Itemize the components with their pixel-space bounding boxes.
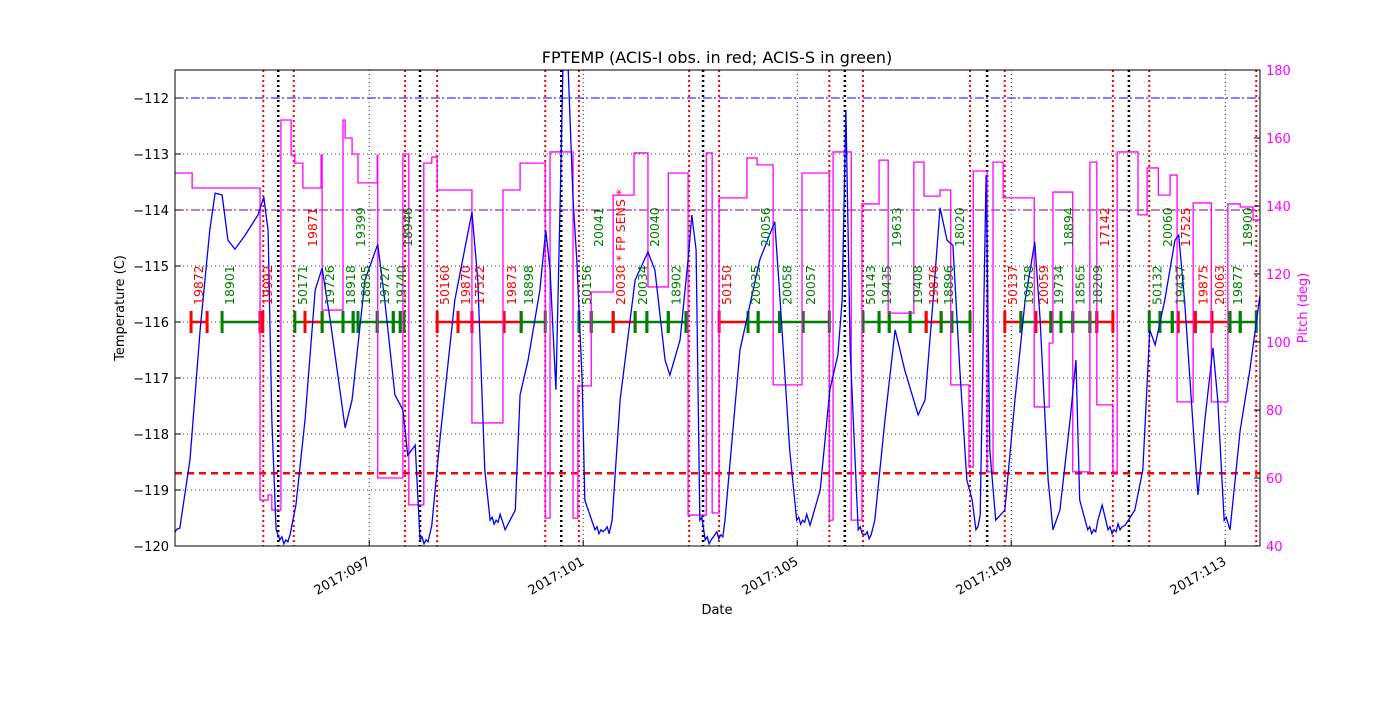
obsid-label: 17525 (1178, 207, 1193, 247)
y-tick-label: −112 (133, 92, 169, 107)
obsid-label: 50143 (863, 265, 878, 305)
obsid-label: 19633 (889, 207, 904, 247)
obsid-label: 19875 (1195, 265, 1210, 305)
obsid-label: 20059 (1036, 265, 1051, 305)
y2-tick-label: 120 (1266, 268, 1291, 283)
obsid-label: 19727 (377, 265, 392, 305)
obsid-label: 18565 (1073, 265, 1088, 305)
y2-tick-label: 180 (1266, 64, 1291, 79)
y-tick-label: −119 (133, 484, 169, 499)
y2-tick-label: 60 (1266, 472, 1283, 487)
obsid-label: 20060 (1160, 207, 1175, 247)
obsid-label: 19437 (1172, 265, 1187, 305)
obsid-label: 19399 (353, 207, 368, 247)
obsid-label: 18896 (941, 265, 956, 305)
obsid-label: 20034 (635, 265, 650, 305)
obsid-label: 19872 (191, 265, 206, 305)
obsid-label: 18898 (521, 265, 536, 305)
x-tick-label: 2017:105 (740, 554, 801, 598)
y-tick-label: −114 (133, 204, 169, 219)
obsid-label: 18946 (400, 207, 415, 247)
obsid-label: 19726 (322, 265, 337, 305)
obsid-label: 18894 (1061, 207, 1076, 247)
y2-tick-label: 160 (1266, 132, 1291, 147)
obsid-label: 20040 (647, 207, 662, 247)
observation-labels: 19872 18901 19992 50171 19871 19726 18918 19399… (191, 189, 1255, 305)
obsid-label: 50160 (437, 265, 452, 305)
y2-tick-label: 140 (1266, 200, 1291, 215)
y2-axis-label: Pitch (deg) (1296, 273, 1311, 343)
pitch-line (175, 119, 1260, 521)
obsid-label: 19871 (305, 207, 320, 247)
obsid-label: 20041 (591, 207, 606, 247)
y2-tick-label: 80 (1266, 404, 1283, 419)
x-tick-label: 2017:101 (526, 554, 587, 598)
obsid-label: 18901 (222, 265, 237, 305)
temperature-line (175, 70, 1260, 546)
y-axis-label: Temperature (C) (113, 255, 128, 362)
obsid-label: 18209 (1090, 265, 1105, 305)
obsid-label: 20030 * FP SENS * (613, 189, 628, 305)
obsid-label: 18918 (343, 265, 358, 305)
x-tick-label: 2017:113 (1168, 554, 1229, 598)
obsid-label: 19878 (1021, 265, 1036, 305)
obsid-label: 20057 (803, 265, 818, 305)
obsid-label: 19877 (1230, 265, 1245, 305)
y-tick-label: −116 (133, 316, 169, 331)
obsid-label: 50137 (1005, 265, 1020, 305)
obsid-label: 19992 (260, 265, 275, 305)
obsid-label: 20063 (1212, 265, 1227, 305)
y2-tick-label: 100 (1266, 336, 1291, 351)
obsid-label: 18895 (358, 265, 373, 305)
obsid-label: 50171 (295, 265, 310, 305)
obsid-label: 17522 (472, 265, 487, 305)
obsid-label: 50156 (579, 265, 594, 305)
obsid-label: 50132 (1149, 265, 1164, 305)
obsid-label: 18902 (668, 265, 683, 305)
y-tick-label: −115 (133, 260, 169, 275)
series (175, 70, 1260, 546)
obsid-label: 19435 (879, 265, 894, 305)
obsid-label: 17142 (1097, 207, 1112, 247)
y-tick-label: −120 (133, 540, 169, 555)
obsid-label: 19734 (1051, 265, 1066, 305)
obsid-label: 50150 (719, 265, 734, 305)
obsid-label: 18900 (1240, 207, 1255, 247)
obsid-label: 19873 (504, 265, 519, 305)
y2-tick-label: 40 (1266, 540, 1283, 555)
obsid-label: 20056 (758, 207, 773, 247)
x-tick-label: 2017:097 (312, 554, 373, 598)
y-tick-label: −118 (133, 428, 169, 443)
obsid-label: 19876 (926, 265, 941, 305)
x-tick-label: 2017:109 (954, 554, 1015, 598)
obsid-label: 20058 (780, 265, 795, 305)
obsid-label: 20035 (748, 265, 763, 305)
obsid-label: 18020 (952, 207, 967, 247)
event-lines (262, 70, 1258, 546)
y-tick-label: −113 (133, 148, 169, 163)
x-axis-label: Date (701, 603, 732, 618)
y-tick-label: −117 (133, 372, 169, 387)
obsid-label: 19408 (910, 265, 925, 305)
chart-title: FPTEMP (ACIS-I obs. in red; ACIS-S in gr… (542, 48, 892, 67)
obsid-label: 19740 (393, 265, 408, 305)
plot-frame (174, 69, 1261, 547)
obsid-label: 19870 (458, 265, 473, 305)
